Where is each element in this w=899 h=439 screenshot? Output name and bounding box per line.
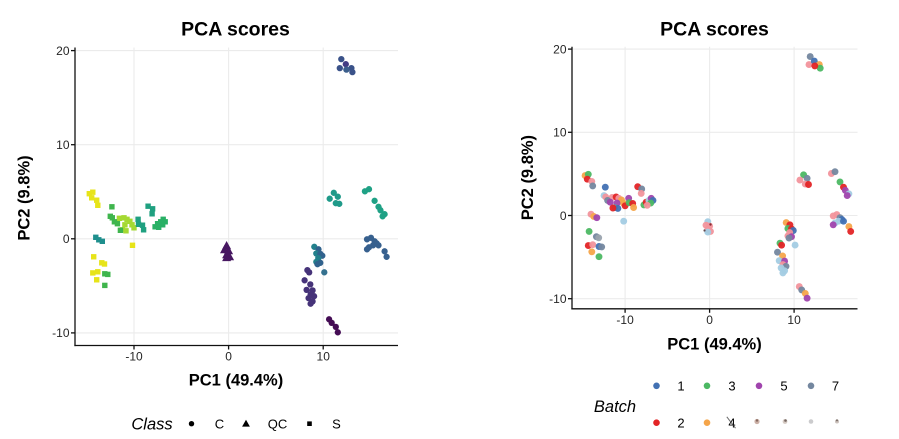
svg-text:5: 5 bbox=[780, 378, 787, 393]
svg-text:-10: -10 bbox=[125, 350, 143, 364]
svg-text:20: 20 bbox=[553, 42, 567, 56]
svg-text:7: 7 bbox=[832, 378, 839, 393]
svg-text:PCA scores: PCA scores bbox=[181, 19, 290, 41]
svg-text:3: 3 bbox=[728, 378, 735, 393]
svg-text:Class: Class bbox=[131, 415, 172, 433]
svg-text:S: S bbox=[332, 416, 341, 431]
svg-text:0: 0 bbox=[63, 232, 70, 246]
svg-text:C: C bbox=[215, 416, 224, 431]
svg-text:20: 20 bbox=[56, 44, 70, 58]
svg-text:PC2 (9.8%): PC2 (9.8%) bbox=[519, 135, 537, 220]
svg-text:0: 0 bbox=[706, 313, 713, 327]
svg-text:-10: -10 bbox=[549, 292, 567, 306]
svg-text:2: 2 bbox=[677, 415, 684, 430]
svg-text:10: 10 bbox=[553, 126, 567, 140]
svg-text:QC: QC bbox=[268, 416, 288, 431]
svg-text:0: 0 bbox=[225, 350, 232, 364]
svg-text:PC1 (49.4%): PC1 (49.4%) bbox=[667, 336, 761, 354]
svg-text:10: 10 bbox=[787, 313, 801, 327]
svg-text:PCA scores: PCA scores bbox=[660, 19, 769, 41]
svg-text:10: 10 bbox=[317, 350, 331, 364]
svg-text:PC1 (49.4%): PC1 (49.4%) bbox=[189, 372, 283, 390]
svg-text:-10: -10 bbox=[616, 313, 634, 327]
svg-text:1: 1 bbox=[677, 378, 684, 393]
svg-text:Batch: Batch bbox=[594, 398, 636, 416]
svg-text:10: 10 bbox=[56, 138, 70, 152]
svg-text:PC2 (9.8%): PC2 (9.8%) bbox=[16, 155, 34, 240]
svg-text:-10: -10 bbox=[52, 326, 70, 340]
svg-text:0: 0 bbox=[560, 209, 567, 223]
